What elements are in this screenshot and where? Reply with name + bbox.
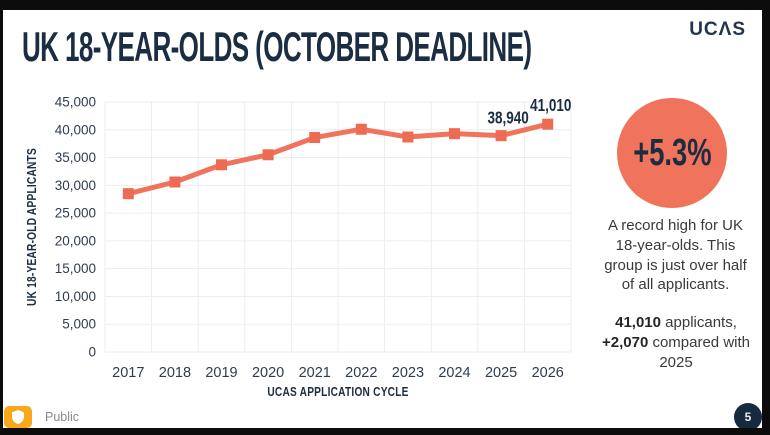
- x-tick-label: 2023: [392, 365, 424, 381]
- ucas-logo: UCΛS: [689, 19, 746, 40]
- page-title: UK 18-YEAR-OLDS (OCTOBER DEADLINE): [22, 24, 762, 70]
- x-tick-label: 2022: [345, 365, 377, 381]
- stat-applicants: 41,010: [615, 314, 661, 331]
- data-point-label: 38,940: [487, 109, 528, 128]
- x-tick-label: 2024: [438, 365, 470, 381]
- page-title-text: UK 18-YEAR-OLDS (OCTOBER DEADLINE): [22, 23, 532, 70]
- slide: UK 18-YEAR-OLDS (OCTOBER DEADLINE) UCΛS …: [3, 10, 762, 428]
- data-point-marker: [309, 132, 321, 144]
- stat-change: +2,070: [601, 333, 649, 351]
- chart-area: 0 5,000 10,000 15,000 20,000 25,000 30,000 35,0…: [18, 88, 598, 400]
- y-tick-label: 5,000: [62, 317, 96, 332]
- insight-description: A record high for UK 18-year-olds. This …: [604, 217, 747, 294]
- percent-change-circle: +5.3%: [617, 98, 727, 208]
- x-tick-label: 2020: [252, 365, 284, 381]
- y-tick-label: 35,000: [55, 150, 96, 165]
- data-point-marker: [355, 123, 367, 135]
- y-tick-label: 15,000: [55, 261, 96, 276]
- data-point-marker: [542, 118, 554, 130]
- y-tick-label: 20,000: [55, 233, 96, 248]
- y-tick-label: 45,000: [55, 95, 96, 110]
- x-tick-label: 2026: [532, 365, 564, 381]
- x-tick-label: 2019: [205, 365, 237, 381]
- x-tick-label: 2018: [159, 365, 191, 381]
- data-point-marker: [402, 131, 414, 143]
- data-point-marker: [216, 159, 227, 171]
- data-point-marker: [169, 176, 181, 188]
- data-point-marker: [262, 149, 274, 161]
- x-tick-label: 2021: [299, 365, 331, 381]
- series-line: [125, 121, 551, 197]
- stat-change-rest: compared with 2025: [648, 333, 750, 371]
- y-tick-label: 0: [88, 345, 96, 360]
- y-tick-label: 30,000: [55, 178, 96, 193]
- shield-icon: [12, 410, 24, 424]
- y-tick-label: 25,000: [55, 206, 96, 221]
- x-tick-label: 2017: [112, 365, 144, 381]
- y-axis-title: UK 18-YEAR-OLD APPLICANTS: [25, 148, 39, 306]
- y-tick-label: 40,000: [55, 122, 96, 137]
- data-point-marker: [122, 188, 134, 200]
- page-number: 5: [734, 403, 762, 428]
- sensitivity-badge: [4, 406, 32, 428]
- sensitivity-label: Public: [45, 410, 80, 424]
- stat-applicants-rest: applicants,: [661, 314, 737, 331]
- y-tick-label: 10,000: [55, 289, 96, 304]
- applicants-line-chart: 0 5,000 10,000 15,000 20,000 25,000 30,000 35,0…: [25, 95, 572, 399]
- data-point-label: 41,010: [530, 96, 571, 115]
- x-axis-title: UCAS APPLICATION CYCLE: [267, 385, 408, 399]
- percent-change-value: +5.3%: [632, 131, 712, 174]
- x-tick-label: 2025: [485, 365, 517, 381]
- data-point-marker: [495, 130, 507, 142]
- data-point-marker: [449, 128, 460, 140]
- insight-stats: 41,010 applicants, +2,070 compared with …: [596, 313, 756, 372]
